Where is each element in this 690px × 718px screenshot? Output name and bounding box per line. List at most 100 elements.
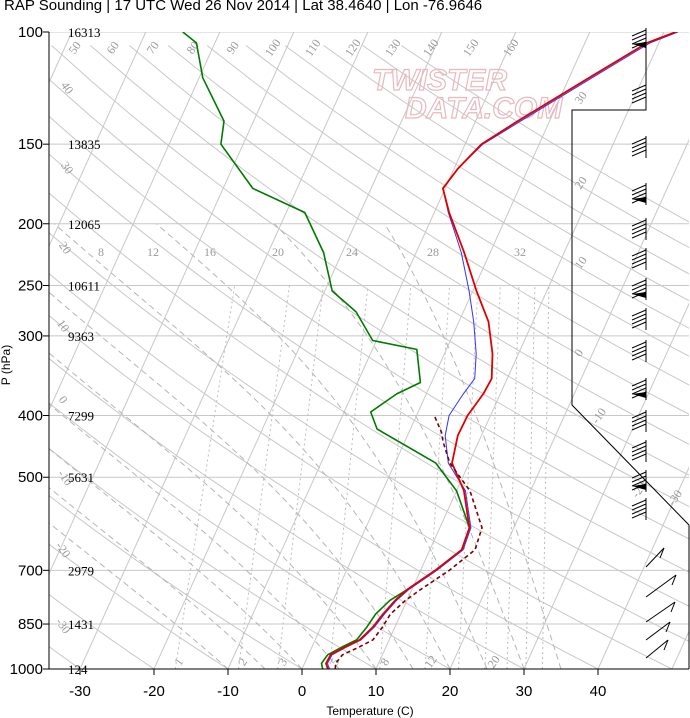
x-tick-label: -10 <box>217 683 239 700</box>
dry-adiabat-110 <box>51 45 689 476</box>
y-tick-label: 200 <box>18 216 43 233</box>
mixing-ratio-28 <box>525 285 536 669</box>
dry-adiabat-0 <box>49 494 303 669</box>
mixing-ratio-8 <box>379 285 412 669</box>
theta-label: 130 <box>382 36 404 59</box>
wind-barb-flag <box>631 283 647 291</box>
theta-e-label: 40 <box>58 79 76 97</box>
wind-barb-low-flag <box>659 547 665 559</box>
series-parcel <box>334 415 483 669</box>
dry-adiabat-140 <box>167 45 689 386</box>
wind-barb-flag <box>631 383 647 391</box>
theta-label: 60 <box>104 39 122 57</box>
mixing-ratio-24 <box>506 285 520 669</box>
mixing-ratio-32 <box>541 285 550 669</box>
wind-barb-flag <box>631 84 647 92</box>
moist-adiabat-25 <box>156 223 488 669</box>
isotherm-20 <box>449 138 689 669</box>
x-tick-label: 0 <box>298 683 306 700</box>
wind-barb-flag <box>631 423 647 431</box>
temperature-skew-label: 20 <box>572 174 590 192</box>
temperature-skew-label: 0 <box>571 346 586 359</box>
dry-adiabat-30 <box>49 357 526 669</box>
wind-barb-flag <box>631 445 647 453</box>
temperature-skew-label: 30 <box>572 89 590 107</box>
moist-adiabat-15 <box>49 291 414 669</box>
dry-adiabat-50 <box>49 272 674 669</box>
x-tick-label: -20 <box>143 683 165 700</box>
y-axis-label: P (hPa) <box>0 345 13 385</box>
wind-barb-pennant <box>632 197 646 203</box>
wind-barb-flag <box>631 96 647 104</box>
dry-adiabat-40 <box>49 314 600 669</box>
y-tick-label: 150 <box>18 136 43 153</box>
theta-label: 150 <box>460 36 482 59</box>
height-label: 9363 <box>68 329 94 344</box>
wind-barb-flag <box>631 261 647 269</box>
height-label: 12065 <box>68 217 101 232</box>
wind-barb-flag <box>631 188 647 196</box>
wind-barb-flag <box>631 231 647 239</box>
wind-barb-flag <box>631 341 647 349</box>
x-tick-label: -30 <box>69 683 91 700</box>
theta-label: 90 <box>224 39 242 57</box>
height-label: 13835 <box>68 137 101 152</box>
mixing-ratio-16 <box>457 285 479 669</box>
wind-barb-flag <box>631 345 647 353</box>
wind-barb-flag <box>631 279 647 287</box>
wind-barb-flag <box>631 223 647 231</box>
height-label: 2979 <box>68 563 94 578</box>
isotherm--60 <box>49 32 147 248</box>
temperature-skew-label: 10 <box>572 254 590 272</box>
y-tick-label: 700 <box>18 562 43 579</box>
mixing-ratio-5 <box>329 285 369 669</box>
x-tick-label: 10 <box>368 683 385 700</box>
theta-label: 100 <box>262 36 284 59</box>
dry-adiabat-80 <box>49 153 689 573</box>
wind-barb-flag <box>631 475 647 483</box>
mixing-ratio-bottom-label: 20 <box>485 653 503 671</box>
height-label: 1431 <box>68 617 94 632</box>
wind-barb-flag <box>631 321 647 329</box>
watermark-logo: TWISTER DATA.COM <box>371 63 563 125</box>
wind-barb-flag <box>631 149 647 157</box>
dry-adiabat-70 <box>49 192 689 607</box>
height-label: 10611 <box>68 278 100 293</box>
wind-barb-low-flag <box>670 601 676 613</box>
wind-barb-flag <box>631 503 647 511</box>
wind-barb-flag <box>631 253 647 261</box>
mixing-ratio-label: 32 <box>514 245 526 259</box>
wind-barb-flag <box>631 137 647 145</box>
wind-barb-flag <box>631 92 647 100</box>
dry-adiabat--20 <box>49 593 155 669</box>
theta-label: 120 <box>342 36 364 59</box>
wind-barb-flag <box>631 184 647 192</box>
wind-barb-flag <box>631 145 647 153</box>
mixing-ratio-label: 12 <box>147 245 159 259</box>
wind-barb-flag <box>631 419 647 427</box>
mixing-ratio-12 <box>424 285 451 669</box>
wind-barb-flag <box>631 227 647 235</box>
wind-barb-flag <box>631 507 647 515</box>
wind-barb-low <box>645 601 676 623</box>
y-tick-label: 400 <box>18 408 43 425</box>
dry-adiabat-20 <box>49 402 452 669</box>
dry-adiabat-60 <box>49 232 689 642</box>
dry-adiabat-170 <box>284 45 689 302</box>
isotherm--20 <box>153 32 443 669</box>
isotherm--10 <box>227 32 517 669</box>
theta-e-label: 30 <box>58 159 76 177</box>
wind-barb-flag <box>631 449 647 457</box>
wind-barb-pennant <box>632 484 646 490</box>
series-dewpoint <box>182 32 471 669</box>
chart-title: RAP Sounding | 17 UTC Wed 26 Nov 2014 | … <box>4 0 483 14</box>
height-label: 124 <box>68 662 88 677</box>
y-tick-label: 1000 <box>10 661 43 678</box>
mixing-ratio-bottom-label: 2 <box>235 655 250 668</box>
dry-adiabat-130 <box>129 45 689 415</box>
mixing-ratio-label: 20 <box>272 245 284 259</box>
wind-barb-low <box>645 621 671 641</box>
temperature-skew-label: -30 <box>664 487 685 508</box>
